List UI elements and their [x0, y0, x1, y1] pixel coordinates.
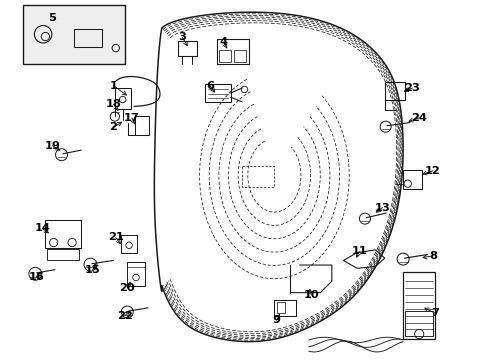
Bar: [135, 116, 148, 135]
Bar: [402, 272, 434, 339]
Text: 16: 16: [29, 271, 44, 282]
Bar: [127, 262, 144, 286]
Bar: [405, 311, 432, 336]
Text: 19: 19: [44, 140, 60, 150]
Text: 20: 20: [119, 283, 135, 293]
Bar: [384, 82, 405, 100]
Text: 7: 7: [430, 308, 438, 318]
Text: 5: 5: [48, 13, 56, 23]
Bar: [219, 50, 230, 62]
Bar: [178, 41, 197, 56]
Bar: [276, 302, 285, 313]
Text: 22: 22: [117, 311, 133, 321]
Bar: [74, 29, 102, 47]
Bar: [274, 300, 296, 316]
Text: 4: 4: [220, 37, 227, 47]
Bar: [47, 249, 79, 260]
Text: 18: 18: [105, 99, 121, 109]
Text: 3: 3: [178, 32, 186, 42]
Text: 6: 6: [205, 81, 214, 91]
Text: 21: 21: [108, 233, 123, 243]
Text: 9: 9: [272, 315, 280, 325]
Text: 12: 12: [424, 166, 440, 176]
Text: 11: 11: [351, 246, 366, 256]
Bar: [217, 39, 248, 64]
Bar: [115, 88, 131, 109]
Text: 24: 24: [410, 113, 427, 123]
Bar: [234, 50, 245, 62]
Text: 15: 15: [85, 265, 101, 275]
Text: 2: 2: [109, 122, 117, 132]
Text: 8: 8: [428, 251, 436, 261]
Bar: [121, 235, 137, 253]
Text: 17: 17: [124, 113, 140, 123]
Bar: [44, 220, 81, 248]
Text: 23: 23: [404, 83, 419, 93]
Text: 13: 13: [374, 203, 389, 213]
Text: 1: 1: [109, 81, 117, 91]
Bar: [205, 84, 230, 102]
Bar: [402, 170, 422, 189]
Bar: [23, 5, 125, 64]
Text: 14: 14: [34, 223, 50, 233]
Text: 10: 10: [303, 290, 318, 300]
